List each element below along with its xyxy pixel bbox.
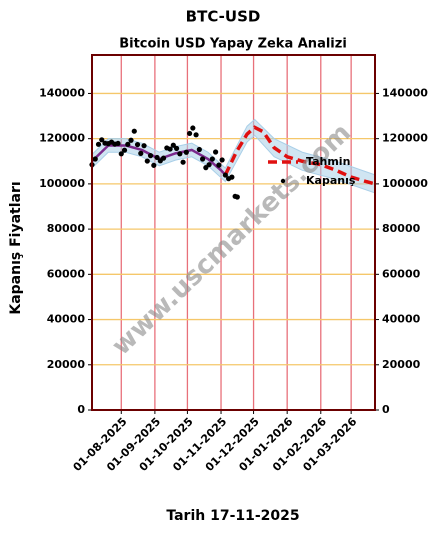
close-point [138,150,144,156]
y-tick-label-right: 20000 [382,358,421,371]
y-tick-label-right: 60000 [382,267,421,280]
y-tick-label: 80000 [47,222,86,235]
close-point [115,140,121,147]
close-point [177,151,183,157]
close-point [193,132,199,138]
y-tick-label-right: 100000 [382,177,428,190]
close-point [125,141,131,147]
close-point [154,154,160,161]
close-point [147,153,154,159]
x-tick-label: 01-03-2026 [300,415,359,474]
close-point [141,143,147,149]
y-tick-label-right: 0 [382,403,390,416]
legend: Tahmin Kapanış [268,155,356,187]
close-point [209,156,215,162]
close-point [219,157,225,163]
y-tick-label: 0 [77,403,85,416]
close-point [144,158,150,164]
close-point [213,149,219,155]
close-point [173,145,180,151]
y-axis-label: Kapanış Fiyatları [8,181,24,314]
close-point [170,142,176,148]
y-tick-label-right: 120000 [382,132,428,145]
close-point [234,194,240,200]
close-point [196,146,202,153]
close-point [216,162,222,168]
y-tick-label: 120000 [39,132,85,145]
close-point [180,159,186,165]
x-axis-label: Tarih 17-11-2025 [166,508,299,524]
y-tick-label: 140000 [39,86,85,99]
plot-frame [91,54,376,411]
y-tick-label: 20000 [47,358,86,371]
close-point [186,130,193,137]
y-tick-label: 100000 [39,177,85,190]
y-tick-label-right: 40000 [382,313,421,326]
close-point [190,125,196,131]
close-point [199,156,206,162]
close-point [95,141,102,147]
close-point [229,174,235,180]
legend-label: Kapanış [306,174,356,187]
close-point [121,147,128,153]
close-point [134,141,141,148]
chart-title: BTC-USD [186,8,261,26]
close-point [206,162,212,168]
close-point [167,146,173,152]
close-point [131,128,137,134]
y-tick-label: 40000 [47,313,86,326]
close-point [118,151,124,157]
y-tick-label-right: 140000 [382,86,428,99]
close-point [183,149,189,155]
close-point [92,156,98,162]
close-point [151,162,157,168]
close-point [99,137,105,143]
legend-label: Tahmin [306,155,350,168]
y-tick-label: 60000 [47,267,86,280]
close-point [222,172,228,178]
legend-swatch [280,178,286,184]
close-point [128,137,134,143]
forecast-line [223,125,376,186]
close-point [160,155,167,161]
y-tick-label-right: 80000 [382,222,421,235]
chart-subtitle: Bitcoin USD Yapay Zeka Analizi [119,37,347,52]
